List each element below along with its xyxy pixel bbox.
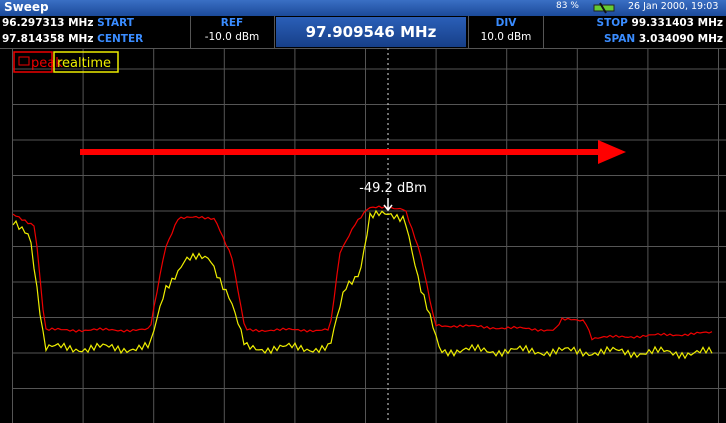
legend-realtime-box [53, 51, 119, 73]
peak-trace [12, 205, 713, 341]
legend-realtime: realtime [57, 56, 111, 71]
center-value: 97.814358 MHz [2, 33, 94, 45]
battery-icon [593, 2, 615, 14]
center-label: CENTER [97, 33, 144, 45]
stop-label: STOP [596, 17, 628, 29]
start-cell: 96.297313 MHz START 97.814358 MHz CENTER [0, 16, 191, 48]
div-label: DIV [495, 17, 517, 29]
datetime: 26 Jan 2000, 19:03 [628, 1, 719, 12]
center-frequency: 97.909546 MHz [276, 17, 466, 47]
sweep-arrowhead [598, 140, 626, 164]
div-value: 10.0 dBm [480, 31, 532, 43]
ref-label: REF [220, 17, 244, 29]
battery: 83 % [556, 1, 579, 11]
div-cell: DIV 10.0 dBm [468, 16, 544, 48]
plot: peak realtime -49.2 dBm [12, 48, 726, 423]
legend-peak: peak [31, 56, 63, 71]
legend-peak-icon [18, 56, 30, 66]
title: Sweep [4, 0, 49, 14]
header-bar: Sweep 83 % 26 Jan 2000, 19:03 [0, 0, 726, 16]
start-label: START [97, 17, 134, 29]
ref-value: -10.0 dBm [204, 31, 260, 43]
span-label: SPAN [603, 33, 636, 45]
marker-arrow [383, 198, 393, 212]
realtime-trace [12, 209, 713, 360]
span-value: 3.034090 MHz [638, 33, 723, 45]
legend-peak-box [13, 51, 53, 73]
stop-value: 99.331403 MHz [631, 17, 723, 29]
info-bar: 96.297313 MHz START 97.814358 MHz CENTER… [0, 16, 726, 49]
marker-label: -49.2 dBm [359, 181, 427, 196]
ref-cell: REF -10.0 dBm [190, 16, 275, 48]
start-value: 96.297313 MHz [2, 17, 94, 29]
